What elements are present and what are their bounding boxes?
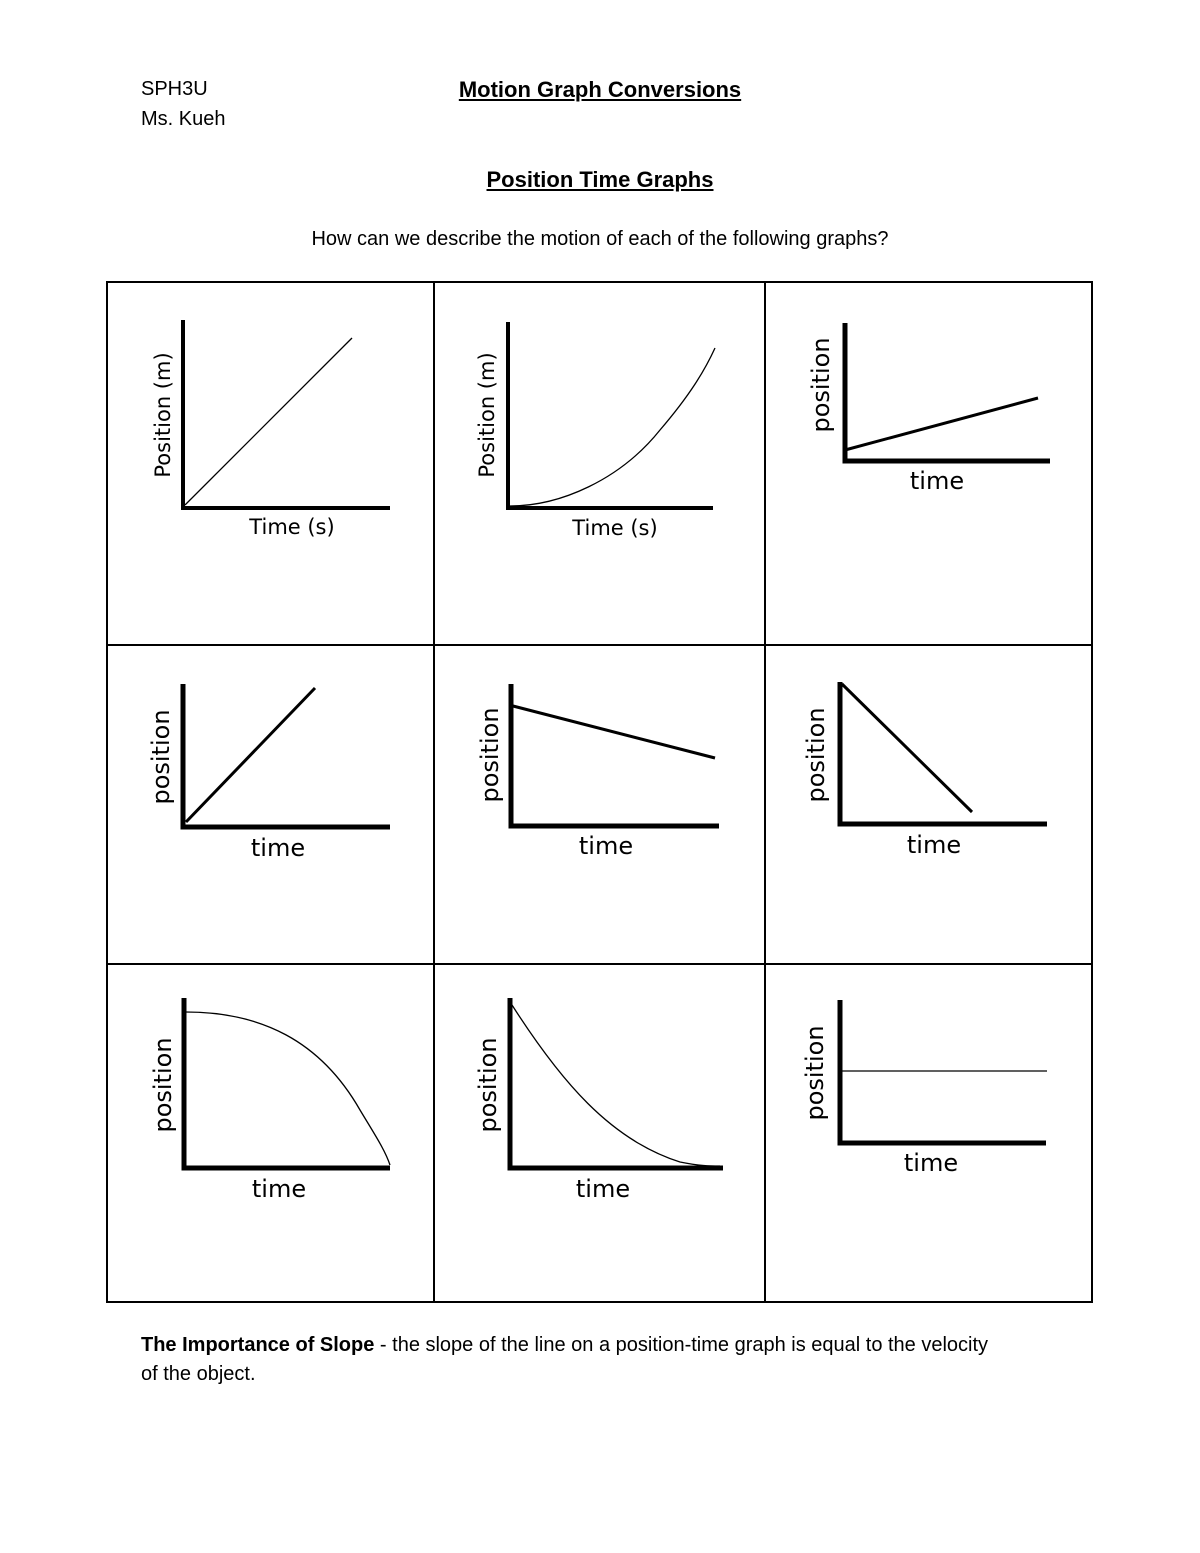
- axes: [181, 320, 390, 510]
- page-title: Motion Graph Conversions: [458, 77, 742, 102]
- curve: [184, 337, 353, 506]
- axes: [837, 1000, 1046, 1146]
- x-axis-label: time: [907, 831, 961, 859]
- slope-note-text: - the slope of the line on a position-ti…: [374, 1334, 989, 1356]
- slope-note-heading: The Importance of Slope: [141, 1334, 375, 1356]
- axes: [837, 682, 1047, 827]
- graph-5: position time: [476, 684, 719, 860]
- axes: [507, 998, 723, 1171]
- graph-8: position time: [474, 998, 723, 1203]
- x-axis-label: time: [252, 1175, 306, 1203]
- teacher-name: Ms. Kueh: [141, 108, 226, 130]
- graph-4: position time: [147, 684, 390, 862]
- curve: [185, 1011, 391, 1166]
- y-axis-label: position: [802, 707, 830, 802]
- graph-9: position time: [801, 1000, 1047, 1177]
- x-axis-label: time: [904, 1149, 958, 1177]
- axes: [506, 322, 713, 510]
- x-axis-label: time: [251, 834, 305, 862]
- axes: [842, 323, 1050, 464]
- y-axis-label: position: [147, 709, 175, 804]
- curve: [512, 704, 716, 760]
- axes: [180, 684, 390, 830]
- axes: [181, 998, 390, 1171]
- curve: [844, 396, 1039, 452]
- curve: [511, 1004, 721, 1167]
- slope-note-line-2: of the object.: [141, 1363, 256, 1385]
- y-axis-label: position: [149, 1037, 177, 1132]
- slope-note-line-1: The Importance of Slope - the slope of t…: [141, 1334, 988, 1357]
- x-axis-label: time: [579, 832, 633, 860]
- graph-2: Position (m) Time (s): [475, 322, 716, 540]
- graph-7: position time: [149, 998, 391, 1203]
- y-axis-label: position: [807, 337, 835, 432]
- y-axis-label: Position (m): [151, 352, 175, 477]
- y-axis-label: position: [476, 707, 504, 802]
- question-text: How can we describe the motion of each o…: [311, 228, 889, 250]
- graph-6: position time: [802, 682, 1047, 859]
- x-axis-label: Time (s): [571, 516, 657, 540]
- curve: [509, 347, 716, 507]
- x-axis-label: time: [576, 1175, 630, 1203]
- table-borders: [106, 281, 1093, 1303]
- curve: [840, 682, 974, 814]
- x-axis-label: Time (s): [248, 515, 334, 539]
- axes: [508, 684, 719, 829]
- section-title: Position Time Graphs: [486, 167, 714, 192]
- y-axis-label: position: [474, 1037, 502, 1132]
- x-axis-label: time: [910, 467, 964, 495]
- graph-3: position time: [807, 323, 1050, 495]
- y-axis-label: position: [801, 1025, 829, 1120]
- y-axis-label: Position (m): [475, 352, 499, 477]
- course-code: SPH3U: [141, 78, 208, 100]
- curve: [184, 686, 317, 824]
- graph-1: Position (m) Time (s): [151, 320, 390, 539]
